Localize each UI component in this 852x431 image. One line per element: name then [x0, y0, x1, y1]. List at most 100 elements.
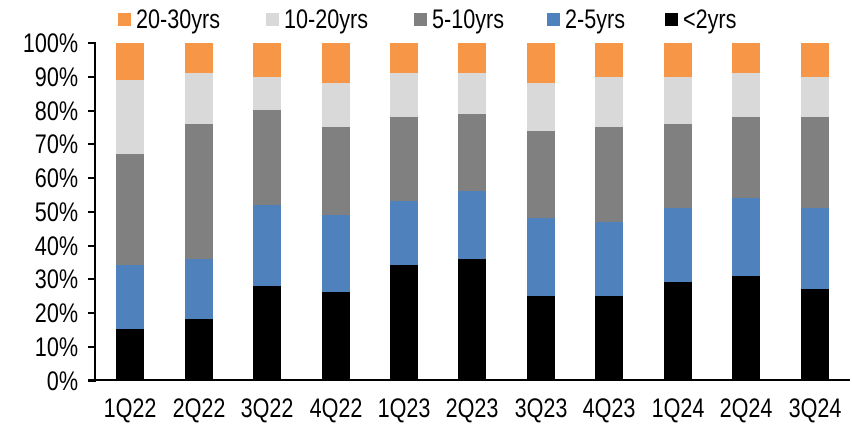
bar-segment-2yrs-4q23: [595, 295, 624, 380]
bar-segment-20-30yrs-2q22: [184, 43, 213, 74]
bar-segment-2yrs-3q23: [526, 295, 555, 380]
y-tick-label-text: 40%: [34, 230, 78, 261]
y-tick-label-text: 80%: [34, 95, 78, 126]
bar-segment-10-20yrs-3q23: [526, 83, 555, 131]
bar-slot-2q23: [438, 43, 506, 380]
bar-segment-20-30yrs-2q23: [458, 43, 487, 74]
bar-segment-5-10yrs-1q23: [390, 117, 419, 202]
x-tick-label-text: 1Q23: [377, 393, 431, 423]
stacked-bar-2q23: [458, 43, 487, 380]
bar-segment-5-10yrs-3q22: [253, 110, 282, 205]
legend-label: <2yrs: [683, 4, 737, 34]
y-axis-tick-mark: [88, 76, 95, 79]
x-tick-label-text: 3Q24: [788, 393, 842, 423]
bar-segment-2-5yrs-2q24: [732, 198, 761, 276]
y-tick-label-text: 90%: [34, 62, 78, 93]
y-tick-label-text: 100%: [22, 28, 78, 59]
bar-segment-10-20yrs-2q24: [732, 73, 761, 118]
y-tick-label: 30%: [0, 264, 78, 294]
bar-slot-2q22: [164, 43, 232, 380]
x-tick-label-4q22: 4Q22: [301, 392, 369, 426]
legend-swatch-icon: [665, 12, 679, 26]
bar-slot-1q22: [96, 43, 164, 380]
bar-slot-3q23: [507, 43, 575, 380]
bar-segment-2-5yrs-4q23: [595, 221, 624, 296]
bar-segment-2yrs-2q22: [184, 319, 213, 380]
bar-segment-20-30yrs-4q23: [595, 43, 624, 77]
bar-segment-2-5yrs-2q23: [458, 191, 487, 259]
bar-segment-10-20yrs-4q22: [321, 83, 350, 128]
stacked-bar-4q23: [595, 43, 624, 380]
bar-segment-20-30yrs-1q22: [116, 43, 145, 81]
bar-segment-2yrs-3q22: [253, 285, 282, 380]
bar-segment-5-10yrs-2q23: [458, 113, 487, 192]
x-tick-label-text: 4Q23: [582, 393, 636, 423]
bar-segment-20-30yrs-3q22: [253, 43, 282, 77]
y-tick-label: 100%: [0, 28, 78, 58]
y-tick-label: 60%: [0, 163, 78, 193]
bar-segment-2-5yrs-1q23: [390, 201, 419, 266]
bar-segment-5-10yrs-3q23: [526, 130, 555, 219]
x-tick-label-text: 1Q22: [103, 393, 157, 423]
y-tick-label: 10%: [0, 332, 78, 362]
x-axis-line: [88, 379, 850, 381]
bar-segment-5-10yrs-1q24: [663, 123, 692, 209]
bar-slot-3q22: [233, 43, 301, 380]
legend-item-10-20yrs: 10-20yrs: [266, 4, 389, 34]
stacked-bar-3q22: [253, 43, 282, 380]
y-tick-label: 20%: [0, 298, 78, 328]
y-axis-tick-mark: [88, 109, 95, 112]
bar-segment-10-20yrs-3q24: [800, 76, 829, 118]
x-axis-labels: 1Q22 2Q22 3Q22 4Q22 1Q23 2Q23 3Q23 4Q23 1Q24 2Q24…: [96, 392, 849, 426]
bar-slot-2q24: [712, 43, 780, 380]
bar-segment-10-20yrs-1q22: [116, 80, 145, 155]
bar-segment-5-10yrs-3q24: [800, 117, 829, 209]
bar-segment-2yrs-2q23: [458, 258, 487, 380]
bar-segment-2-5yrs-3q22: [253, 204, 282, 286]
bar-segment-20-30yrs-1q24: [663, 43, 692, 77]
stacked-bar-3q24: [800, 43, 829, 380]
x-tick-label-1q22: 1Q22: [96, 392, 164, 426]
legend-swatch-icon: [266, 12, 280, 26]
bar-segment-2-5yrs-1q24: [663, 208, 692, 283]
y-axis-tick-mark: [88, 312, 95, 315]
stacked-bar-1q23: [390, 43, 419, 380]
bar-segment-5-10yrs-2q22: [184, 123, 213, 259]
y-tick-label: 90%: [0, 62, 78, 92]
y-tick-label-text: 60%: [34, 163, 78, 194]
x-tick-label-3q23: 3Q23: [507, 392, 575, 426]
bar-slot-4q22: [301, 43, 369, 380]
y-tick-label-text: 30%: [34, 264, 78, 295]
bar-segment-20-30yrs-2q24: [732, 43, 761, 74]
y-tick-label: 40%: [0, 231, 78, 261]
legend-label: 2-5yrs: [565, 4, 626, 34]
y-tick-label-text: 0%: [46, 365, 78, 396]
stacked-bar-1q22: [116, 43, 145, 380]
y-axis-line: [94, 42, 96, 382]
bar-segment-2yrs-2q24: [732, 275, 761, 380]
bar-segment-20-30yrs-3q23: [526, 43, 555, 84]
y-axis-tick-mark: [88, 143, 95, 146]
y-axis-tick-mark: [88, 42, 95, 45]
bar-segment-2yrs-1q24: [663, 282, 692, 380]
bar-segment-20-30yrs-1q23: [390, 43, 419, 74]
legend-label: 5-10yrs: [432, 4, 505, 34]
y-axis-tick-mark: [88, 177, 95, 180]
legend-label: 10-20yrs: [284, 4, 369, 34]
bar-segment-10-20yrs-4q23: [595, 76, 624, 128]
y-tick-label: 70%: [0, 129, 78, 159]
bar-slot-3q24: [781, 43, 849, 380]
bar-segment-10-20yrs-1q23: [390, 73, 419, 118]
legend-swatch-icon: [547, 12, 561, 26]
bar-segment-10-20yrs-1q24: [663, 76, 692, 124]
x-tick-label-text: 2Q24: [719, 393, 773, 423]
legend-item-20-30yrs: 20-30yrs: [118, 4, 241, 34]
x-tick-label-1q24: 1Q24: [644, 392, 712, 426]
y-axis-tick-mark: [88, 278, 95, 281]
legend-item-5-10yrs: 5-10yrs: [414, 4, 522, 34]
y-axis-tick-mark: [88, 379, 95, 382]
y-tick-label-text: 50%: [34, 196, 78, 227]
legend-item-2yrs: <2yrs: [665, 4, 750, 34]
stacked-bar-3q23: [526, 43, 555, 380]
